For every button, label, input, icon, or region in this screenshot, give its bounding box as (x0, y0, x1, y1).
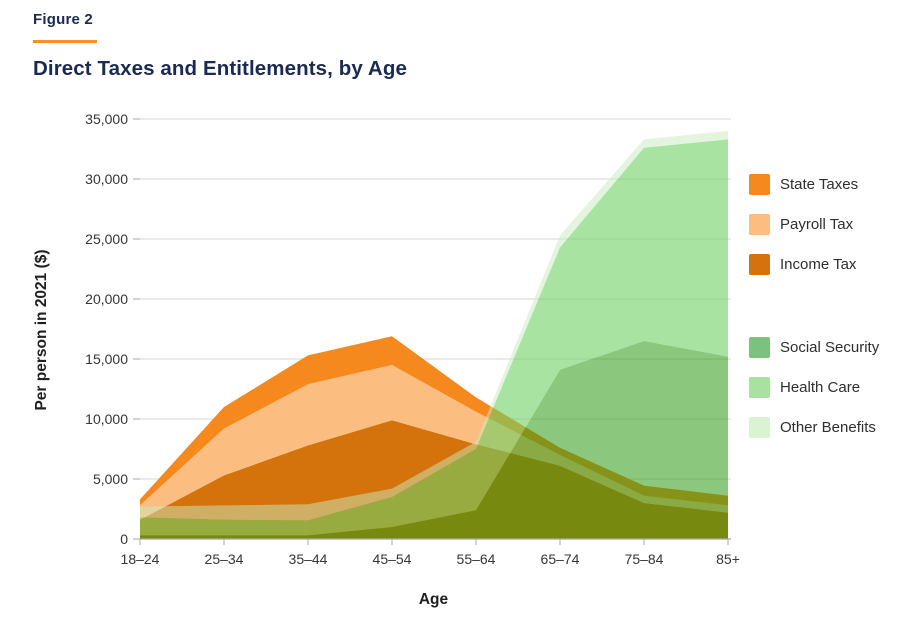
social-security-swatch (749, 337, 770, 358)
legend-item-payroll-tax: Payroll Tax (749, 214, 899, 235)
area-health-care (140, 139, 728, 536)
y-tick-label: 20,000 (85, 291, 128, 307)
x-tick-label: 65–74 (541, 551, 580, 567)
legend-item-other-benefits: Other Benefits (749, 417, 899, 438)
other-benefits-swatch (749, 417, 770, 438)
x-tick-label: 75–84 (625, 551, 664, 567)
legend: State Taxes Payroll Tax Income Tax Social S… (749, 174, 899, 457)
legend-item-state-taxes: State Taxes (749, 174, 899, 195)
x-tick-label: 55–64 (457, 551, 496, 567)
x-tick-label: 85+ (716, 551, 740, 567)
chart-title: Direct Taxes and Entitlements, by Age (33, 57, 407, 80)
legend-group: Social Security Health Care Other Benefits (749, 337, 899, 438)
state-taxes-swatch (749, 174, 770, 195)
y-tick-label: 10,000 (85, 411, 128, 427)
figure-label-underline (33, 40, 97, 43)
x-tick-label: 18–24 (121, 551, 160, 567)
legend-item-social-security: Social Security (749, 337, 899, 358)
legend-label: Payroll Tax (780, 216, 854, 233)
income-tax-swatch (749, 254, 770, 275)
y-tick-label: 30,000 (85, 171, 128, 187)
x-tick-label: 45–54 (373, 551, 412, 567)
legend-group: State Taxes Payroll Tax Income Tax (749, 174, 899, 275)
area-social-security (140, 341, 728, 539)
legend-label: Other Benefits (780, 419, 876, 436)
x-axis-title: Age (419, 591, 449, 608)
area-payroll-tax (140, 365, 728, 520)
legend-label: Social Security (780, 339, 880, 356)
y-axis-title: Per person in 2021 ($) (33, 249, 50, 410)
health-care-swatch (749, 377, 770, 398)
x-tick-label: 25–34 (205, 551, 244, 567)
x-tick-label: 35–44 (289, 551, 328, 567)
y-tick-label: 5,000 (93, 471, 128, 487)
y-tick-label: 15,000 (85, 351, 128, 367)
payroll-tax-swatch (749, 214, 770, 235)
y-tick-label: 25,000 (85, 231, 128, 247)
legend-item-health-care: Health Care (749, 377, 899, 398)
y-tick-label: 35,000 (85, 111, 128, 127)
legend-label: State Taxes (780, 176, 859, 193)
figure-label: Figure 2 (33, 11, 93, 28)
legend-label: Income Tax (780, 256, 857, 273)
y-tick-label: 0 (120, 531, 128, 547)
legend-label: Health Care (780, 379, 861, 396)
legend-item-income-tax: Income Tax (749, 254, 899, 275)
